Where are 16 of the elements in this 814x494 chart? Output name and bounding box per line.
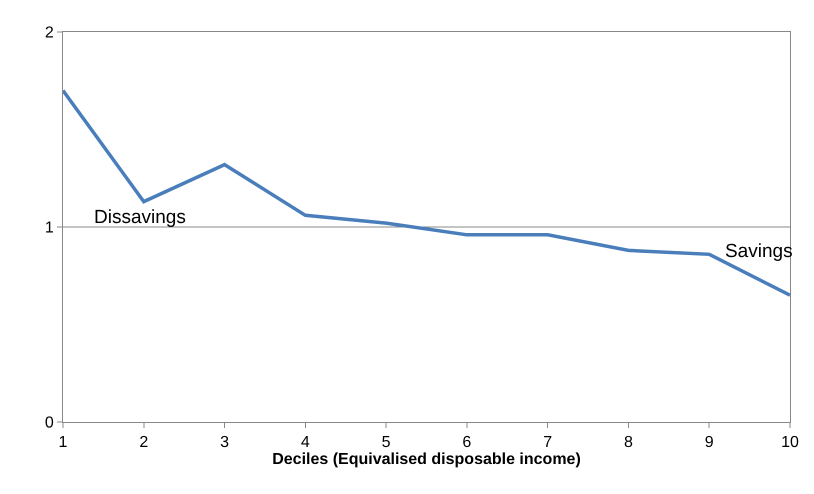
x-tick-label: 3 <box>220 434 230 452</box>
x-tick-label: 2 <box>139 434 148 452</box>
x-tick-label: 5 <box>382 434 391 452</box>
x-tick-label: 10 <box>781 434 799 452</box>
x-tick-label: 7 <box>543 434 552 452</box>
y-tick-label: 2 <box>44 24 54 42</box>
x-tick-label: 9 <box>704 434 714 452</box>
x-tick-label: 1 <box>58 434 68 452</box>
x-tick-label: 8 <box>624 434 633 452</box>
x-tick-label: 6 <box>462 434 472 452</box>
y-tick-label: 0 <box>44 414 54 432</box>
x-axis-title: Deciles (Equivalised disposable income) <box>272 451 581 468</box>
annotation: Dissavings <box>94 207 186 228</box>
annotation: Savings <box>725 241 793 262</box>
y-tick-label: 1 <box>44 220 54 237</box>
x-tick-label: 4 <box>300 434 310 452</box>
